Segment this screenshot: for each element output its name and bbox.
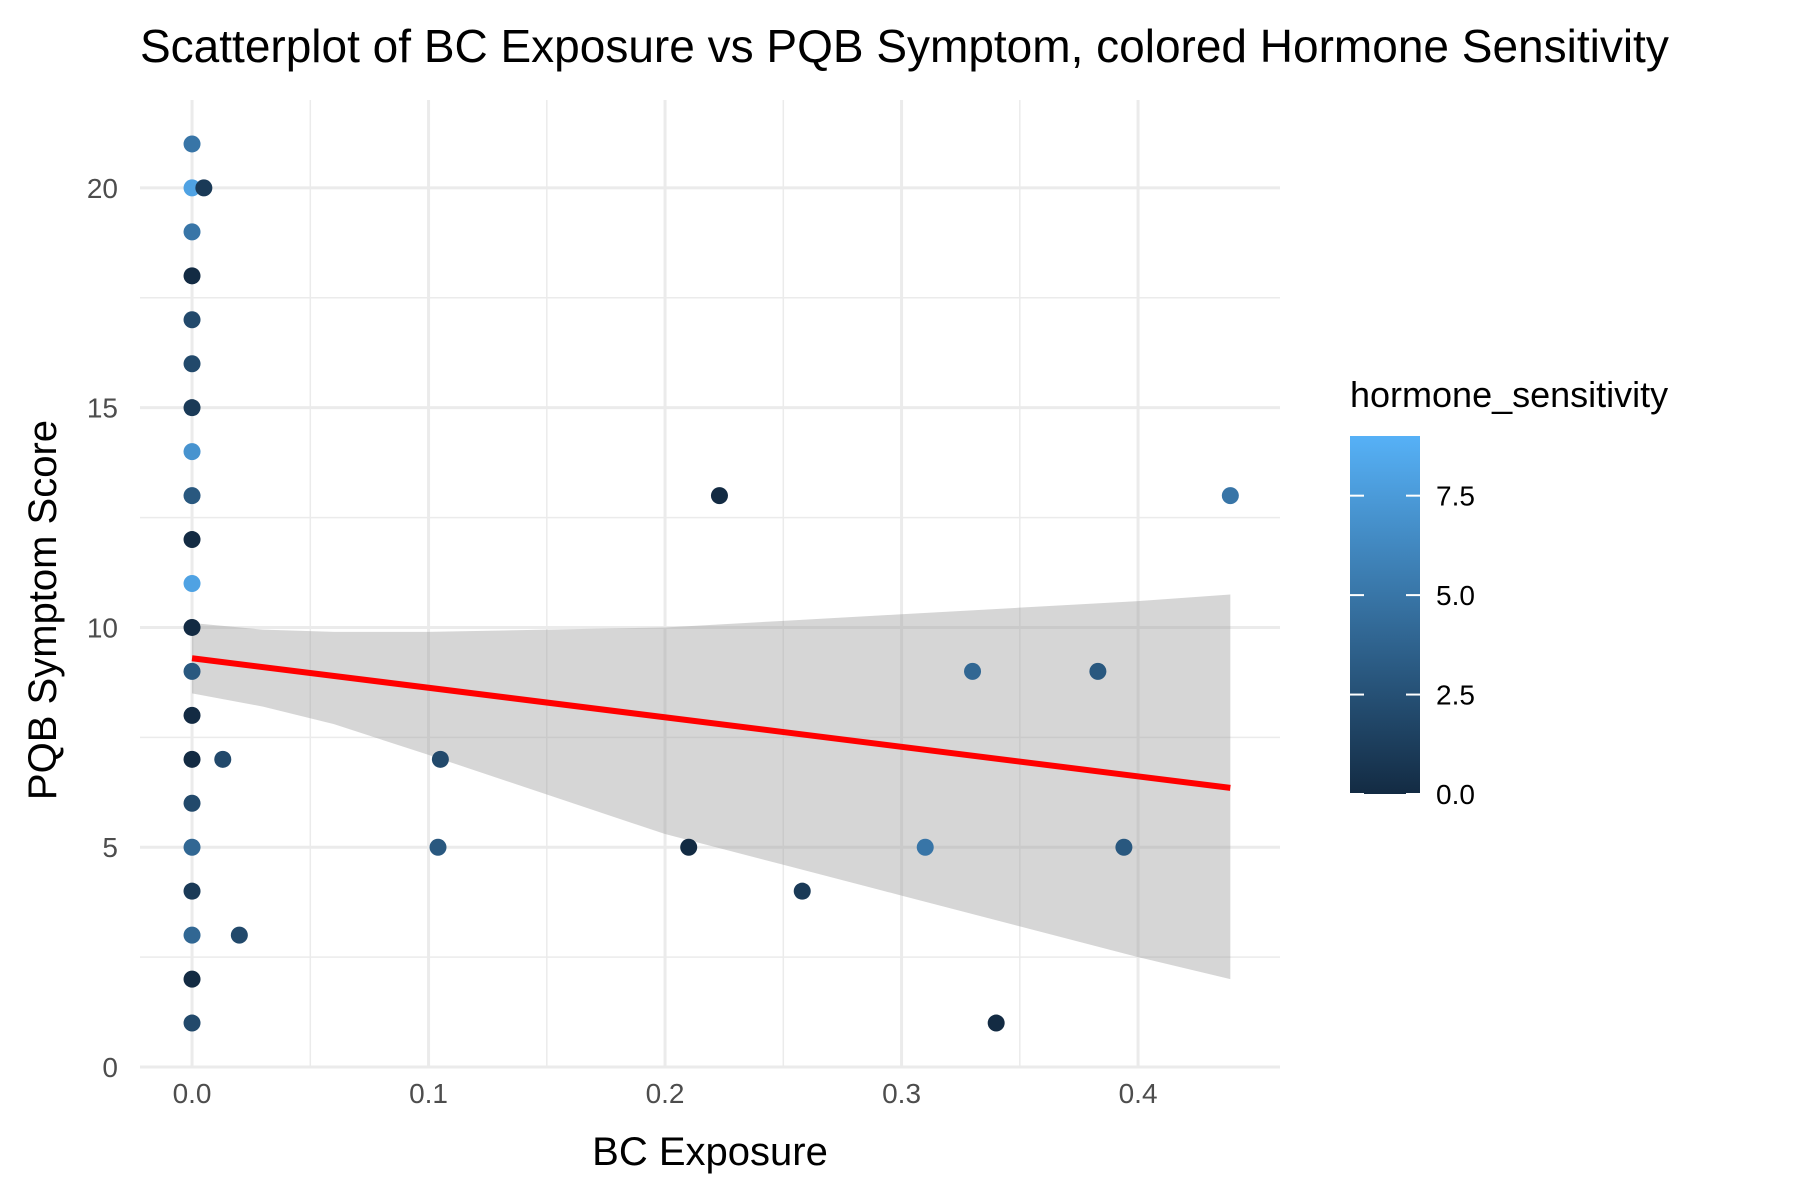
data-point bbox=[183, 1014, 201, 1032]
y-axis-title: PQB Symptom Score bbox=[21, 420, 65, 800]
data-point bbox=[183, 706, 201, 724]
data-point bbox=[793, 882, 811, 900]
data-point bbox=[431, 750, 449, 768]
points-group bbox=[183, 135, 1239, 1032]
y-axis-ticks: 0 5 10 15 20 bbox=[87, 173, 118, 1083]
data-point bbox=[1115, 838, 1133, 856]
legend: 0.0 2.5 5.0 7.5 bbox=[1350, 436, 1475, 810]
data-point bbox=[183, 135, 201, 153]
data-point bbox=[183, 267, 201, 285]
data-point bbox=[183, 970, 201, 988]
data-point bbox=[183, 750, 201, 768]
regression-line-group bbox=[191, 655, 1231, 791]
data-point bbox=[183, 926, 201, 944]
data-point bbox=[429, 838, 447, 856]
data-point bbox=[680, 838, 698, 856]
y-tick-label: 0 bbox=[102, 1052, 118, 1083]
data-point bbox=[183, 838, 201, 856]
x-tick-label: 0.3 bbox=[882, 1078, 921, 1109]
data-point bbox=[183, 487, 201, 505]
legend-label: 7.5 bbox=[1436, 481, 1475, 512]
legend-label: 5.0 bbox=[1436, 580, 1475, 611]
legend-label: 0.0 bbox=[1436, 779, 1475, 810]
regression-line bbox=[191, 655, 1231, 791]
grid bbox=[140, 100, 1280, 1069]
data-point bbox=[183, 223, 201, 241]
data-point bbox=[1089, 662, 1107, 680]
data-point bbox=[183, 662, 201, 680]
x-axis-title: BC Exposure bbox=[592, 1130, 828, 1174]
data-point bbox=[183, 531, 201, 549]
y-tick-label: 15 bbox=[87, 393, 118, 424]
data-point bbox=[230, 926, 248, 944]
x-axis-ticks: 0.0 0.1 0.2 0.3 0.4 bbox=[173, 1078, 1158, 1109]
y-tick-label: 10 bbox=[87, 612, 118, 643]
data-point bbox=[916, 838, 934, 856]
data-point bbox=[710, 487, 728, 505]
data-point bbox=[214, 750, 232, 768]
data-point bbox=[183, 355, 201, 373]
data-point bbox=[183, 311, 201, 329]
y-tick-label: 20 bbox=[87, 173, 118, 204]
x-tick-label: 0.0 bbox=[173, 1078, 212, 1109]
data-point bbox=[183, 575, 201, 592]
x-tick-label: 0.4 bbox=[1119, 1078, 1158, 1109]
data-point bbox=[183, 399, 201, 417]
data-point bbox=[987, 1014, 1005, 1032]
chart-title: Scatterplot of BC Exposure vs PQB Sympto… bbox=[140, 20, 1669, 72]
data-point bbox=[1221, 487, 1239, 505]
data-point bbox=[183, 794, 201, 812]
data-point bbox=[183, 179, 201, 197]
data-point bbox=[964, 662, 982, 680]
data-point bbox=[183, 443, 201, 461]
x-tick-label: 0.2 bbox=[646, 1078, 685, 1109]
data-point bbox=[195, 179, 213, 197]
x-tick-label: 0.1 bbox=[409, 1078, 448, 1109]
legend-title: hormone_sensitivity bbox=[1350, 374, 1668, 415]
legend-label: 2.5 bbox=[1436, 680, 1475, 711]
y-tick-label: 5 bbox=[102, 832, 118, 863]
data-point bbox=[183, 882, 201, 900]
data-point bbox=[183, 618, 201, 636]
legend-colorbar bbox=[1350, 436, 1420, 794]
